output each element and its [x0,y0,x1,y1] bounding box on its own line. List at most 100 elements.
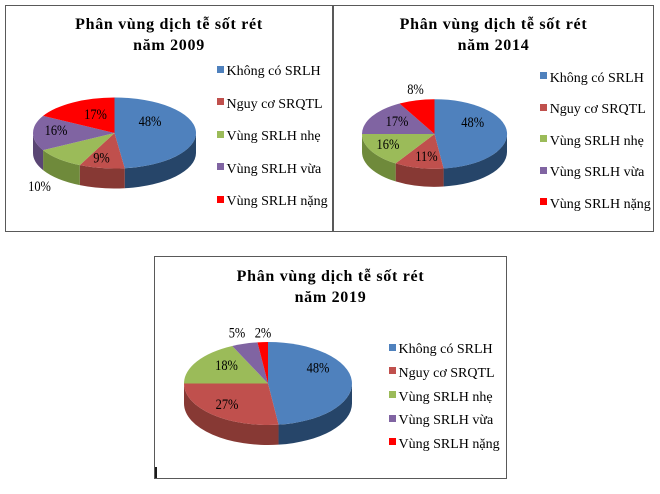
legend-label: Không có SRLH [226,64,321,79]
pie-slice-Nguy cơ SRQTL [184,383,279,425]
legend-swatch [388,367,396,375]
legend-item: Nguy cơ SRQTL [539,102,646,118]
pie-slice-Vùng SRLH vừa [232,342,268,384]
pie-chart-2014: 48% 11% 16% 17% 8% [362,81,508,187]
legend-item: Không có SRLH [539,70,644,86]
legend-item: Vùng SRLH nặng [388,436,500,452]
pie-slice-side [443,134,507,187]
chart-title-line2: năm 2009 [133,37,205,54]
legend-label: Vùng SRLH vừa [398,413,494,429]
chart-title-line1: Phân vùng dịch tễ sốt rét [399,16,588,33]
legend-swatch [539,103,547,111]
legend-swatch [539,72,547,79]
pie-value-label: 2% [255,325,272,341]
pie-slice-Không có SRLH [114,97,196,169]
pie-slice-side [79,165,125,189]
pie-slice-Vùng SRLH nhẹ [362,134,435,164]
legend-item: Nguy cơ SRQTL [388,365,495,381]
pie-value-label: 17% [386,113,409,129]
pie-value-label: 8% [407,81,424,97]
pie-value-label: 18% [215,357,238,373]
legend-item: Vùng SRLH nặng [539,196,651,212]
chart-title-line2: năm 2019 [294,288,367,306]
pie-slice-side [395,163,444,187]
pie-value-label: 17% [84,106,107,122]
legend-item: Vùng SRLH nặng [216,194,328,209]
chart-title-line2: năm 2014 [457,37,530,54]
legend-label: Nguy cơ SRQTL [398,365,495,381]
legend-swatch [216,130,224,138]
pie-value-label: 16% [45,122,68,138]
pie-slice-side [33,133,44,171]
pie-value-label: 48% [461,114,484,130]
chart-title-2019: Phân vùng dịch tễ sốt rét năm 2019 [155,266,506,308]
pie-slice-Vùng SRLH nhẹ [184,345,268,384]
pie-value-label: 48% [139,113,162,129]
legend-item: Không có SRLH [388,342,493,358]
panel-2014: Phân vùng dịch tễ sốt rét năm 2014 48% 11… [333,5,654,232]
pie-slice-Không có SRLH [434,99,508,169]
legend-label: Vùng SRLH vừa [226,161,322,177]
legend-label: Vùng SRLH nhẹ [549,133,644,149]
legend-label: Vùng SRLH vừa [549,165,645,181]
pie-value-label: 16% [377,136,400,152]
pie-chart-2009: 48% 9% 10% 16% 17% [28,97,196,194]
pie-slice-Vùng SRLH nhẹ [43,133,115,166]
legend-swatch [539,166,547,174]
panel-2009: Phân vùng dịch tễ sốt rét năm 2009 48% 9%… [5,5,333,232]
legend-label: Nguy cơ SRQTL [226,96,323,112]
pie-chart-2019: 48% 27% 18% 5% 2% [184,325,352,445]
pie-slice-side [184,383,279,445]
pie-slice-Vùng SRLH nặng [257,342,268,384]
legend-item: Vùng SRLH vừa [388,413,494,429]
pie-value-label: 9% [93,149,110,165]
legend-item: Vùng SRLH nhẹ [388,389,493,405]
legend-item: Nguy cơ SRQTL [216,96,323,112]
legend-label: Vùng SRLH nhẹ [398,389,493,405]
pie-slice-Nguy cơ SRQTL [395,134,444,169]
legend-item: Vùng SRLH vừa [539,165,645,181]
pie-slice-Không có SRLH [268,342,352,425]
legend-label: Không có SRLH [398,342,493,358]
legend-label: Vùng SRLH nặng [226,194,328,209]
legend-item: Vùng SRLH nhẹ [539,133,644,149]
text-cursor-mark [155,466,157,478]
legend-swatch [388,414,396,422]
pie-value-label: 48% [307,359,330,375]
legend-swatch [539,198,547,206]
pie-value-label: 27% [216,396,239,412]
legend-item: Vùng SRLH nhẹ [216,129,321,144]
pie-value-label: 5% [229,325,246,341]
legend-label: Vùng SRLH nặng [398,436,500,452]
legend-label: Vùng SRLH nhẹ [226,129,321,144]
pie-slice-side [124,133,196,189]
chart-title-2014: Phân vùng dịch tễ sốt rét năm 2014 [334,14,653,56]
panel-2019: Phân vùng dịch tễ sốt rét năm 2019 48% 27… [154,256,507,479]
pie-value-label: 11% [415,148,437,164]
legend-item: Không có SRLH [216,64,321,79]
chart-title-line1: Phân vùng dịch tễ sốt rét [236,267,425,285]
legend-swatch [539,135,547,143]
legend-swatch [216,163,224,170]
pie-slice-side [278,383,352,445]
legend-swatch [388,438,396,446]
pie-slice-Vùng SRLH vừa [362,103,435,134]
legend-swatch [216,195,224,203]
legend-label: Nguy cơ SRQTL [549,102,646,118]
legend-swatch [388,391,396,398]
pie-slice-side [43,150,80,186]
legend-swatch [388,343,396,351]
pie-slice-Vùng SRLH vừa [33,115,115,151]
legend-swatch [216,65,224,73]
chart-title-2009: Phân vùng dịch tễ sốt rét năm 2009 [6,14,332,56]
pie-slice-Vùng SRLH nặng [399,99,435,134]
pie-slice-side [362,134,396,182]
legend-label: Vùng SRLH nặng [549,196,651,212]
legend-swatch [216,98,224,105]
pie-value-label: 10% [28,178,51,194]
legend-label: Không có SRLH [549,70,644,86]
legend-item: Vùng SRLH vừa [216,161,322,177]
pie-slice-Vùng SRLH nặng [43,97,115,133]
chart-title-line1: Phân vùng dịch tễ sốt rét [75,16,263,33]
